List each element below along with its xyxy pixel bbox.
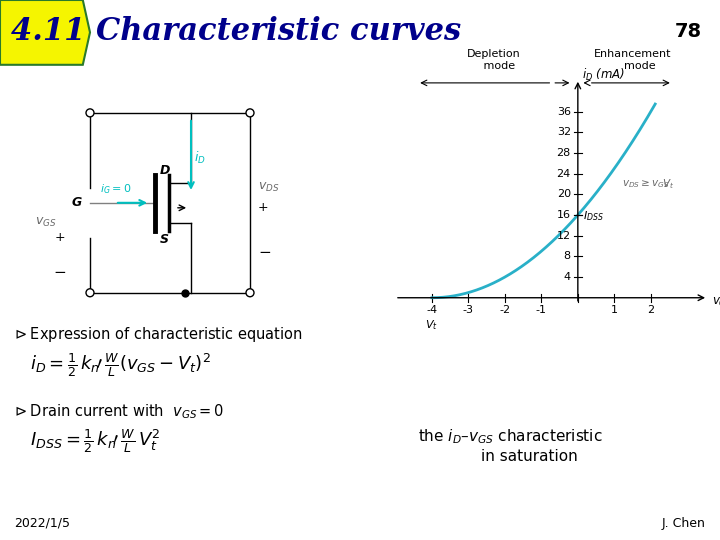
Text: 28: 28 <box>557 148 571 158</box>
Text: $v_{DS} \geq v_{GS}$: $v_{DS} \geq v_{GS}$ <box>621 178 669 190</box>
Text: -1: -1 <box>536 305 547 315</box>
Text: 1: 1 <box>611 305 618 315</box>
Circle shape <box>86 109 94 117</box>
Text: $i_D$ (mA): $i_D$ (mA) <box>582 67 625 83</box>
Circle shape <box>86 289 94 297</box>
Text: +: + <box>258 201 269 214</box>
Text: 36: 36 <box>557 106 571 117</box>
Text: $v_{GS}$ (V): $v_{GS}$ (V) <box>712 293 720 309</box>
Circle shape <box>246 109 254 117</box>
Text: -3: -3 <box>463 305 474 315</box>
Text: $v_{GS}$: $v_{GS}$ <box>35 216 56 229</box>
Text: $\vartriangleright$Expression of characteristic equation: $\vartriangleright$Expression of charact… <box>12 325 302 344</box>
Text: $i_G = 0$: $i_G = 0$ <box>100 182 131 195</box>
Text: 4: 4 <box>564 272 571 282</box>
Text: the $i_D$–$v_{GS}$ characteristic
        in saturation: the $i_D$–$v_{GS}$ characteristic in sat… <box>418 428 603 464</box>
Text: 32: 32 <box>557 127 571 137</box>
Text: D: D <box>160 164 171 177</box>
Text: $I_{DSS}$: $I_{DSS}$ <box>582 209 604 223</box>
Text: G: G <box>72 197 82 210</box>
Text: -2: -2 <box>499 305 510 315</box>
Text: $v_{DS}$: $v_{DS}$ <box>258 181 279 194</box>
Text: −: − <box>53 265 66 280</box>
Text: 20: 20 <box>557 190 571 199</box>
Text: 4.11 Characteristic curves: 4.11 Characteristic curves <box>11 16 461 46</box>
Text: 2022/1/5: 2022/1/5 <box>14 517 71 530</box>
Text: 12: 12 <box>557 231 571 241</box>
Text: $I_{DSS} = \frac{1}{2}\,k_n\!\prime\,\frac{W}{L}\,V_t^2$: $I_{DSS} = \frac{1}{2}\,k_n\!\prime\,\fr… <box>30 428 161 456</box>
Text: Depletion
   mode: Depletion mode <box>467 49 521 71</box>
Text: $V_t$: $V_t$ <box>426 318 438 332</box>
Polygon shape <box>0 0 90 65</box>
Text: 24: 24 <box>557 168 571 179</box>
Text: Enhancement
    mode: Enhancement mode <box>594 49 671 71</box>
Text: 2: 2 <box>647 305 654 315</box>
Text: -4: -4 <box>426 305 438 315</box>
Text: $i_D$: $i_D$ <box>194 150 206 166</box>
Text: J. Chen: J. Chen <box>662 517 706 530</box>
Text: −: − <box>258 245 271 260</box>
Text: 8: 8 <box>564 252 571 261</box>
Text: 16: 16 <box>557 210 571 220</box>
Text: +: + <box>55 231 66 244</box>
Text: 78: 78 <box>675 22 702 40</box>
Text: $i_D = \frac{1}{2}\,k_n\!\prime\,\frac{W}{L}(v_{GS} - V_t)^2$: $i_D = \frac{1}{2}\,k_n\!\prime\,\frac{W… <box>30 350 211 379</box>
Text: S: S <box>160 233 169 246</box>
Circle shape <box>246 289 254 297</box>
Text: $V_t$: $V_t$ <box>662 177 674 191</box>
Text: $\vartriangleright$Drain current with  $v_{GS} = 0$: $\vartriangleright$Drain current with $v… <box>12 403 225 421</box>
